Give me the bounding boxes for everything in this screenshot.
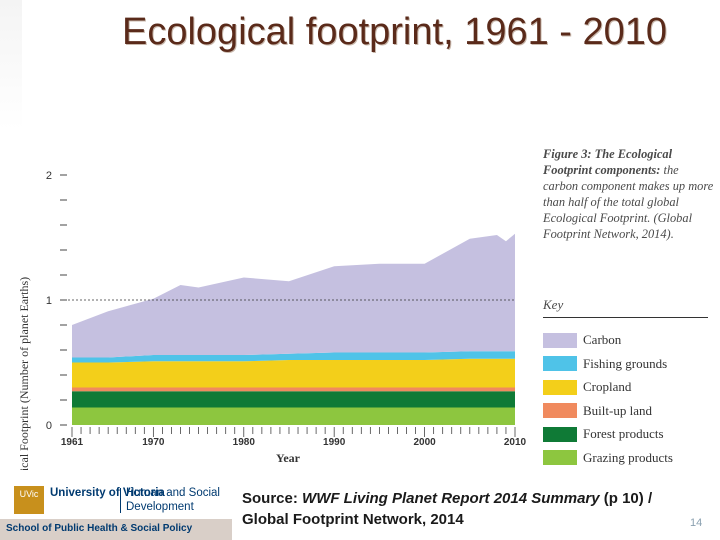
legend-rule	[543, 317, 708, 318]
legend-label: Forest products	[583, 426, 664, 441]
legend-item-fishing-grounds: Fishing grounds	[543, 355, 667, 373]
area-cropland	[72, 358, 515, 388]
y-axis: 0 1 2	[46, 170, 67, 432]
y-tick-label: 1	[46, 295, 52, 307]
y-axis-label: Ecological Footprint (Number of planet E…	[17, 277, 31, 470]
crest-text: UVic	[19, 489, 39, 499]
logo-divider	[120, 488, 121, 513]
decorative-band	[0, 0, 22, 130]
university-name: University of Victoria	[50, 487, 165, 499]
area-carbon	[72, 233, 515, 358]
area-grazing-products	[72, 407, 515, 425]
legend-item-built-up-land: Built-up land	[543, 402, 652, 420]
crest-icon: UVic	[14, 486, 44, 514]
source-rest: (p 10) / Global Footprint Network, 2014	[242, 490, 653, 528]
page-number: 14	[690, 517, 703, 529]
legend-item-carbon: Carbon	[543, 331, 621, 349]
legend-item-forest-products: Forest products	[543, 425, 664, 443]
source-title: WWF Living Planet Report 2014 Summary	[302, 490, 600, 507]
legend-item-cropland: Cropland	[543, 378, 631, 396]
caption-rest: the carbon component makes up more than …	[543, 163, 714, 241]
x-tick-label: 1990	[323, 437, 346, 448]
caption-bold: Figure 3: The Ecological Footprint compo…	[543, 147, 673, 177]
legend-label: Fishing grounds	[583, 355, 668, 371]
x-tick-label: 1980	[233, 437, 256, 448]
legend-swatch	[543, 426, 577, 442]
logo-bottom: School of Public Health & Social Policy	[0, 519, 232, 540]
source-prefix: Source:	[242, 490, 298, 507]
figure-caption: Figure 3: The Ecological Footprint compo…	[543, 146, 715, 242]
x-tick-label: 2010	[504, 437, 527, 448]
footprint-area-chart: 0 1 2 1961 1970 1980 1990 2000 2010 Ecological …	[17, 170, 527, 470]
y-tick-label: 2	[46, 170, 52, 182]
legend-title: Key	[543, 297, 564, 312]
stacked-areas	[72, 233, 515, 425]
x-tick-label: 1961	[61, 437, 84, 448]
legend-swatch	[543, 356, 577, 371]
legend-label: Grazing products	[583, 449, 673, 465]
logo-top: UVic University of Victoria Human and So…	[0, 482, 232, 519]
faculty-name: Human and Social Development	[126, 487, 220, 513]
x-axis-label: Year	[276, 451, 301, 465]
legend-swatch	[543, 379, 577, 395]
legend-item-grazing-products: Grazing products	[543, 449, 673, 467]
legend-swatch	[543, 403, 577, 418]
x-tick-label: 1970	[142, 437, 165, 448]
x-axis: 1961 1970 1980 1990 2000 2010	[61, 427, 527, 448]
legend-label: Cropland	[583, 379, 632, 394]
legend-swatch	[543, 450, 577, 465]
university-logo: UVic University of Victoria Human and So…	[0, 482, 232, 540]
area-fishing-grounds	[72, 351, 515, 363]
legend-swatch	[543, 332, 577, 348]
legend-label: Carbon	[583, 332, 622, 347]
area-built-up-land	[72, 387, 515, 392]
area-forest-products	[72, 391, 515, 408]
x-tick-label: 2000	[413, 437, 436, 448]
y-tick-label: 0	[46, 420, 52, 432]
legend-label: Built-up land	[583, 402, 652, 418]
slide-title: Ecological footprint, 1961 - 2010	[122, 11, 668, 53]
source-citation: Source: WWF Living Planet Report 2014 Su…	[242, 488, 702, 530]
school-name: School of Public Health & Social Policy	[6, 523, 193, 534]
